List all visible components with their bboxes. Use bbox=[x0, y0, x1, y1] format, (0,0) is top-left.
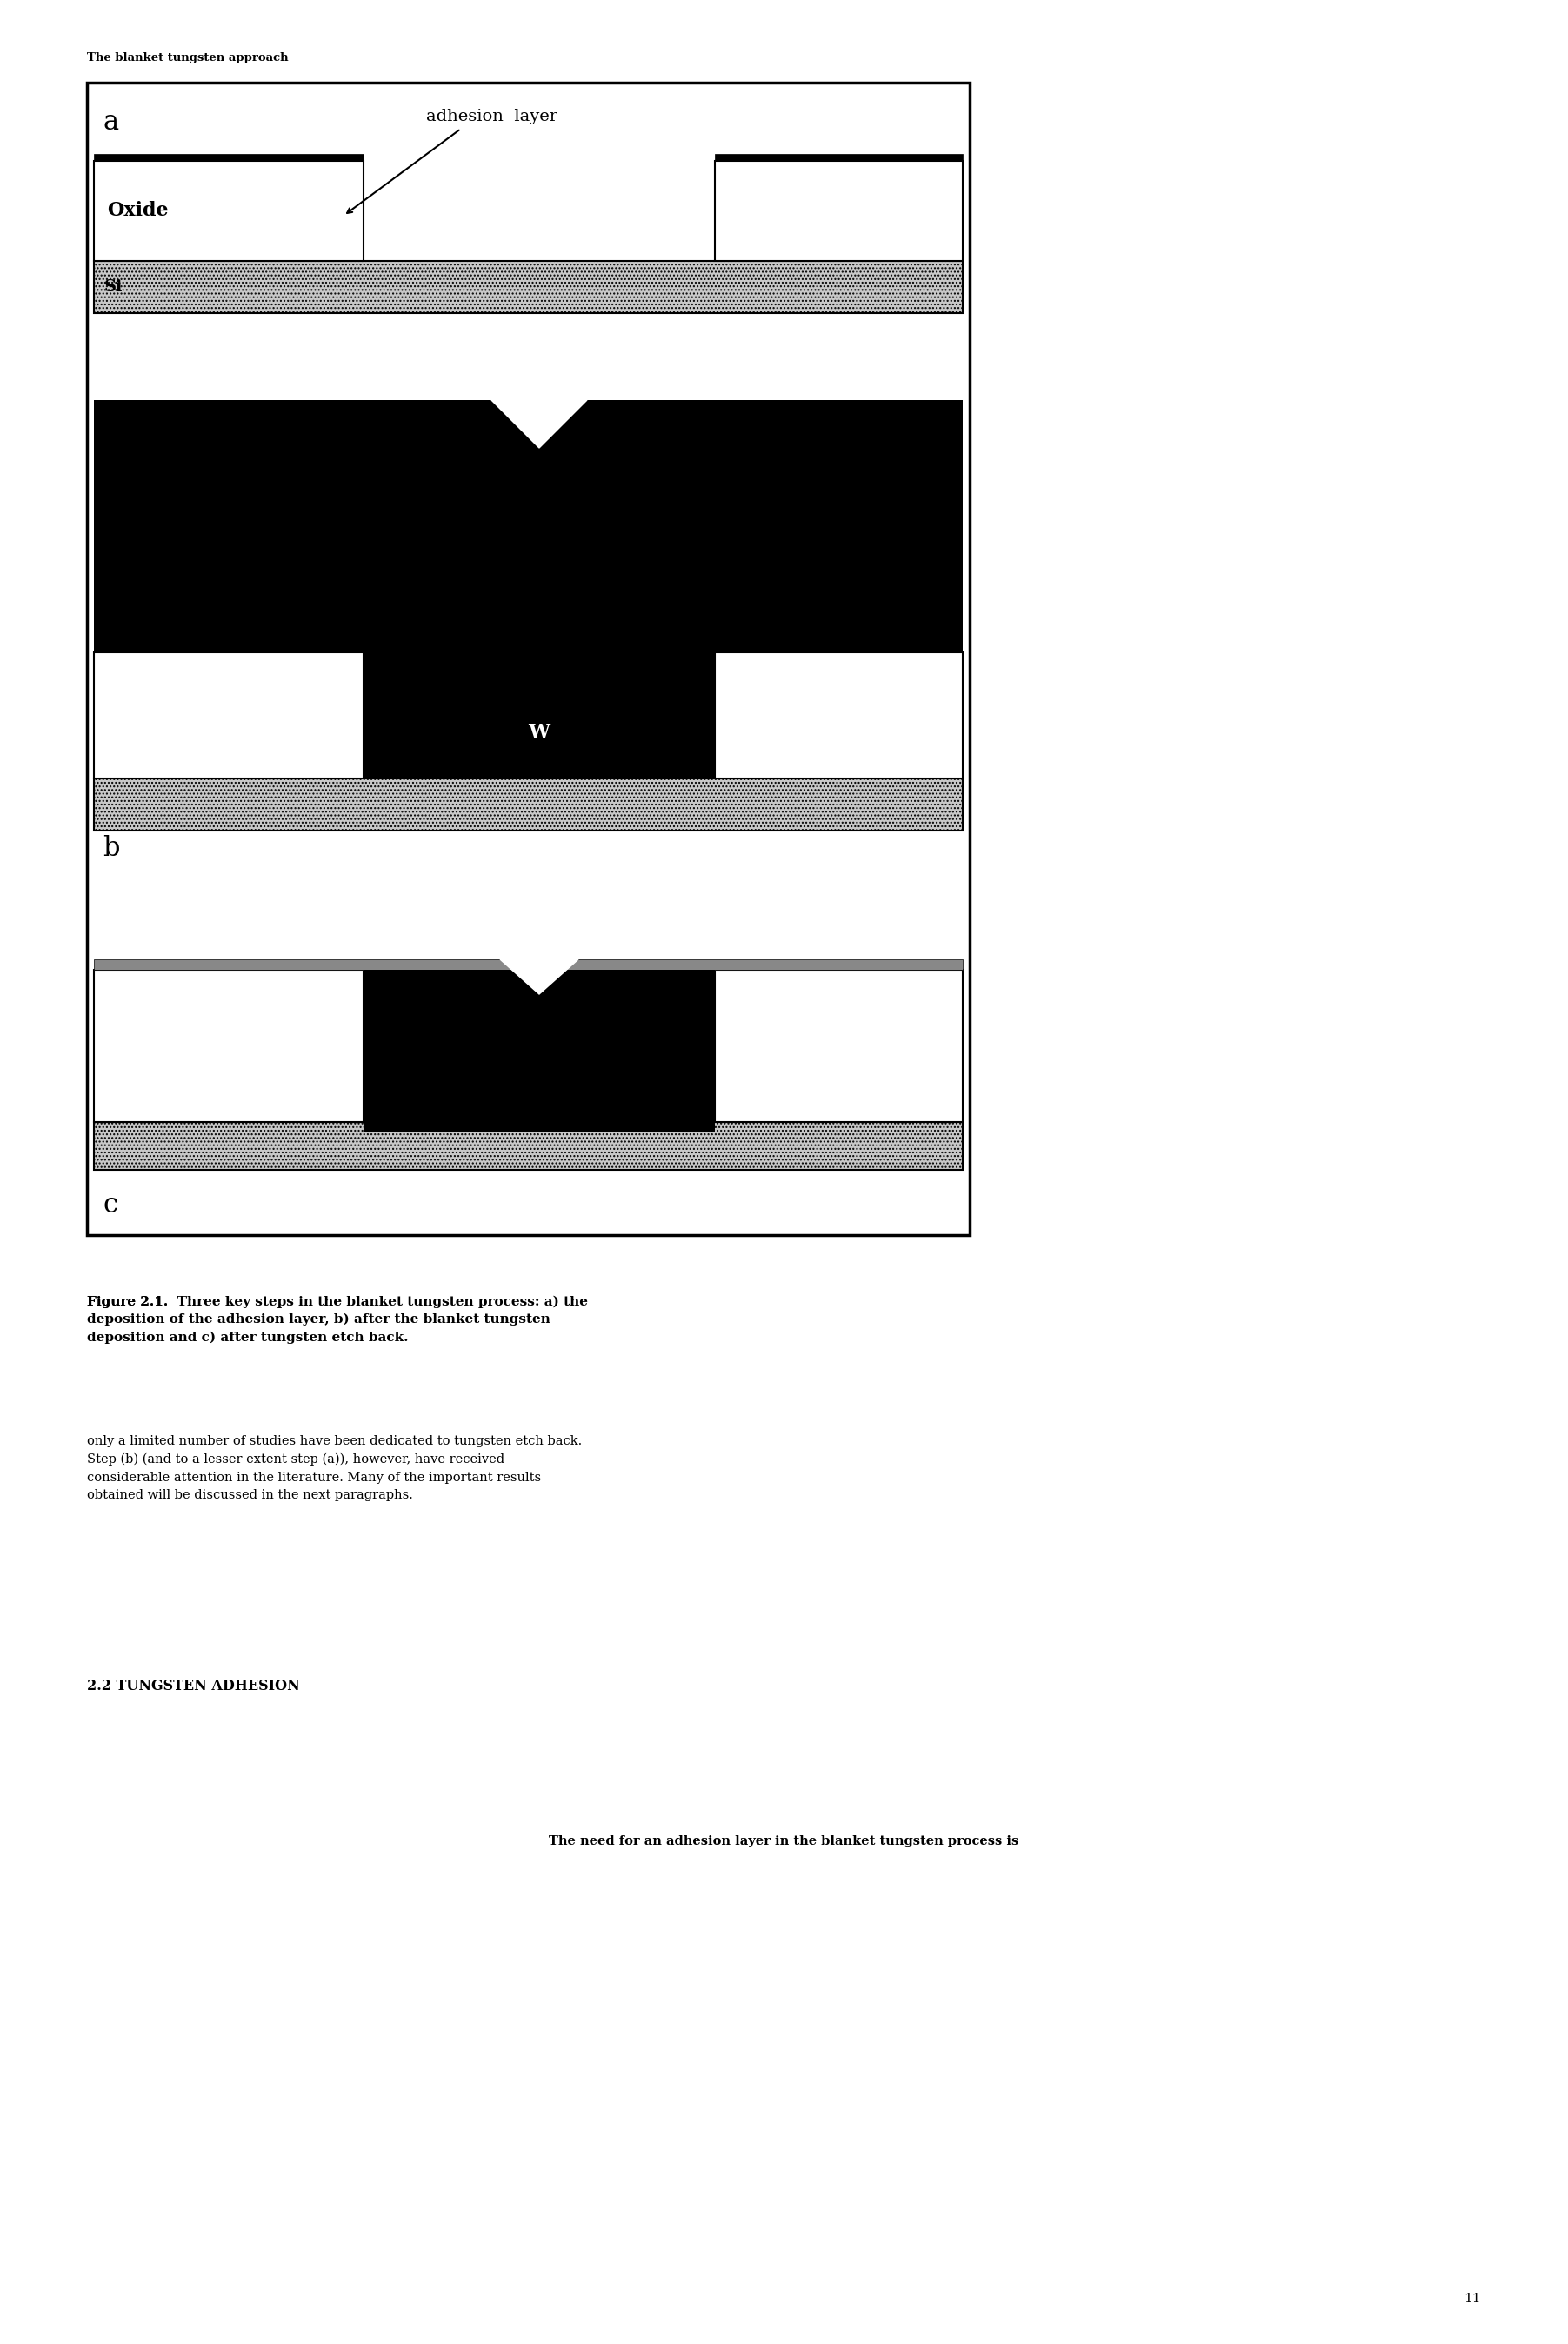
Bar bbox=[94, 155, 364, 162]
Text: a: a bbox=[102, 108, 118, 136]
Text: c: c bbox=[102, 1191, 118, 1219]
Text: Figure 2.1.  Three key steps in the blanket tungsten process: a) the
deposition : Figure 2.1. Three key steps in the blank… bbox=[86, 1296, 588, 1343]
Text: The blanket tungsten approach: The blanket tungsten approach bbox=[86, 52, 289, 63]
Bar bbox=[94, 1123, 963, 1170]
Bar bbox=[94, 401, 963, 652]
Polygon shape bbox=[491, 401, 586, 448]
Bar bbox=[94, 970, 364, 1123]
Text: 11: 11 bbox=[1465, 2292, 1482, 2304]
Text: Si: Si bbox=[105, 279, 122, 295]
Bar bbox=[364, 970, 715, 1132]
Bar bbox=[715, 155, 963, 162]
Bar bbox=[364, 652, 715, 778]
Bar bbox=[94, 652, 364, 778]
Text: W: W bbox=[528, 724, 550, 743]
Bar bbox=[86, 82, 969, 1235]
Text: b: b bbox=[102, 834, 119, 863]
Bar bbox=[715, 652, 963, 778]
Text: The need for an adhesion layer in the blanket tungsten process is: The need for an adhesion layer in the bl… bbox=[549, 1835, 1019, 1847]
Bar bbox=[715, 162, 963, 260]
Bar bbox=[94, 260, 963, 314]
Text: adhesion  layer: adhesion layer bbox=[426, 108, 558, 124]
Bar bbox=[715, 970, 963, 1123]
Bar bbox=[94, 778, 963, 830]
Text: 2.2 TUNGSTEN ADHESION: 2.2 TUNGSTEN ADHESION bbox=[86, 1678, 299, 1692]
Text: Oxide: Oxide bbox=[107, 202, 168, 220]
Text: only a limited number of studies have been dedicated to tungsten etch back.
Step: only a limited number of studies have be… bbox=[86, 1435, 582, 1503]
Text: Figure 2.1.: Figure 2.1. bbox=[86, 1296, 168, 1308]
Bar bbox=[94, 162, 364, 260]
Polygon shape bbox=[500, 959, 579, 994]
Bar bbox=[94, 959, 963, 970]
